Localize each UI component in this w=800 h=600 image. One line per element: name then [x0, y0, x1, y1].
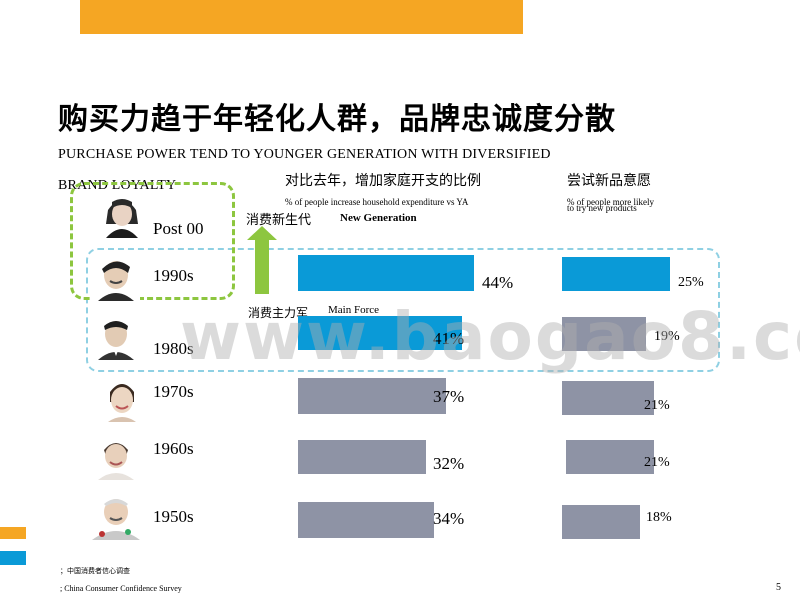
woman-avatar-icon [98, 374, 146, 422]
new-products-header-en-2: to try new products [567, 203, 637, 213]
side-accent-orange [0, 527, 26, 539]
new-products-header-cn: 尝试新品意愿 [567, 173, 651, 189]
young-man-avatar-icon [92, 253, 140, 301]
generation-label-1950s: 1950s [153, 507, 194, 526]
expenditure-value-1970s: 37% [433, 387, 465, 406]
source-note-cn: ；中国消费者信心调查 [60, 567, 130, 575]
top-accent-bar [80, 0, 523, 34]
slide-title: 购买力趋于年轻化人群，品牌忠诚度分散 [58, 102, 616, 137]
new-products-value-1990s: 25% [678, 275, 704, 290]
new-products-bar-1970s [562, 381, 654, 415]
page-number: 5 [776, 582, 781, 593]
new-products-bar-1960s [566, 440, 654, 474]
expenditure-value-1960s: 32% [433, 454, 465, 473]
up-arrow-icon [247, 226, 277, 294]
expenditure-bar-1960s [298, 440, 426, 474]
older-woman-avatar-icon [92, 432, 140, 480]
expenditure-value-1990s: 44% [482, 273, 514, 292]
new-products-value-1950s: 18% [646, 510, 672, 525]
new-products-bar-1950s [562, 505, 640, 539]
source-note-en: ; China Consumer Confidence Survey [60, 584, 182, 593]
new-products-bar-1990s [562, 257, 670, 291]
expenditure-value-1980s: 41% [433, 329, 465, 348]
new-products-header-en-1: % of people more likely [567, 197, 654, 207]
watermark: www.baogao8.com [180, 298, 800, 375]
expenditure-header-en: % of people increase household expenditu… [285, 197, 469, 207]
expenditure-bar-1980s [298, 316, 462, 350]
main-force-highlight-box [86, 248, 720, 372]
new-generation-highlight-box [70, 182, 235, 300]
expenditure-bar-1950s [298, 502, 434, 538]
new-products-value-1980s: 19% [654, 329, 680, 344]
main-force-label-en: Main Force [328, 304, 380, 316]
generation-label-1960s: 1960s [153, 439, 194, 458]
new-products-bar-1980s [562, 317, 646, 351]
new-products-value-1970s: 21% [644, 398, 670, 413]
side-accent-blue [0, 551, 26, 565]
subtitle-line-2: BRAND LOYALTY [58, 178, 177, 193]
man-avatar-icon [92, 312, 140, 360]
new-products-value-1960s: 21% [644, 455, 670, 470]
young-girl-avatar-icon [98, 190, 146, 238]
generation-label-1970s: 1970s [153, 382, 194, 401]
subtitle-line-1: PURCHASE POWER TEND TO YOUNGER GENERATIO… [58, 147, 551, 162]
expenditure-header-cn: 对比去年，增加家庭开支的比例 [285, 173, 481, 189]
generation-label-post00: Post 00 [153, 219, 204, 238]
expenditure-value-1950s: 34% [433, 509, 465, 528]
expenditure-bar-1990s [298, 255, 474, 291]
main-force-label-cn: 消费主力军 [248, 306, 309, 320]
expenditure-bar-1970s [298, 378, 446, 414]
generation-label-1990s: 1990s [153, 266, 194, 285]
new-generation-label-en: New Generation [340, 212, 417, 224]
new-generation-label-cn: 消费新生代 [246, 213, 312, 228]
generation-label-1980s: 1980s [153, 339, 194, 358]
elderly-man-avatar-icon [88, 490, 144, 540]
